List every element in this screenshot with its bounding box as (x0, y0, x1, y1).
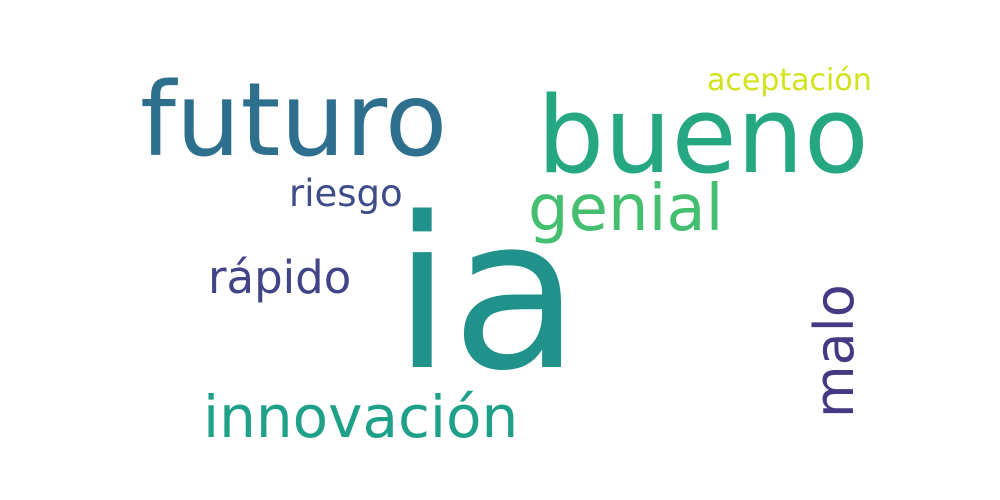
word-riesgo: riesgo (289, 172, 403, 215)
word-ia: ia (393, 172, 581, 417)
word-genial: genial (528, 172, 724, 246)
word-bueno: bueno (537, 74, 869, 197)
word-malo: malo (803, 284, 866, 418)
word-futuro: futuro (140, 61, 448, 180)
word-innovacion: innovación (203, 383, 519, 451)
word-aceptacion: aceptación (707, 63, 872, 98)
word-rapido: rápido (208, 251, 352, 304)
